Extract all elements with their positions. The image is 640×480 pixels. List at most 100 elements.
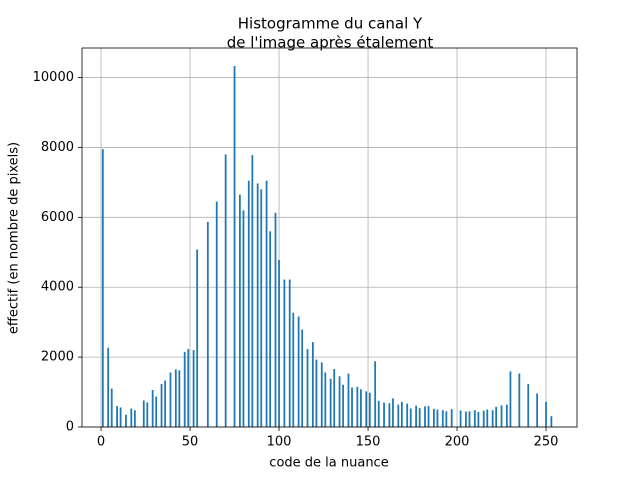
bar — [333, 368, 336, 427]
bar — [151, 389, 154, 427]
bar — [297, 316, 300, 427]
x-tick-label: 150 — [356, 435, 381, 450]
bar — [342, 384, 345, 427]
bar — [536, 393, 539, 427]
bar — [315, 359, 318, 427]
bar — [338, 376, 341, 427]
y-tick-label: 2000 — [41, 350, 74, 365]
bar — [196, 249, 199, 427]
bar — [265, 180, 268, 427]
bar — [459, 410, 462, 427]
bar — [409, 408, 412, 427]
bar — [406, 403, 409, 427]
bar — [397, 404, 400, 427]
y-tick-label: 6000 — [41, 210, 74, 225]
bar — [436, 409, 439, 427]
bar — [160, 384, 163, 427]
chart-title: Histogramme du canal Y — [238, 15, 423, 33]
bar — [360, 389, 362, 427]
bar — [164, 380, 167, 427]
bar — [183, 351, 186, 427]
x-tick-label: 250 — [534, 435, 559, 450]
x-tick-label: 0 — [97, 435, 105, 450]
bar — [260, 189, 263, 427]
y-axis-label: effectif (en nombre de pixels) — [7, 142, 22, 334]
bar — [256, 183, 259, 427]
bar — [356, 386, 359, 427]
bar — [329, 378, 332, 427]
bar — [415, 405, 417, 427]
bar — [509, 371, 512, 427]
chart-title: de l'image après étalement — [227, 34, 434, 52]
bar — [482, 410, 485, 427]
bar — [392, 398, 394, 427]
x-axis-label: code de la nuance — [269, 456, 388, 471]
bar — [427, 406, 430, 427]
bar — [377, 400, 380, 427]
bar — [311, 342, 314, 427]
bar — [495, 406, 498, 427]
bar — [242, 210, 245, 427]
bar — [187, 349, 190, 427]
bar — [155, 396, 158, 427]
bar — [269, 231, 272, 427]
bar — [320, 362, 323, 427]
y-tick-label: 0 — [66, 420, 74, 435]
bar — [224, 154, 227, 427]
bar — [518, 373, 521, 427]
bar — [116, 406, 118, 427]
y-tick-label: 10000 — [33, 70, 74, 85]
bar — [278, 259, 280, 427]
bar — [192, 350, 195, 427]
bar — [130, 408, 133, 427]
plot-frame — [81, 47, 578, 428]
bar — [110, 388, 113, 427]
bar — [500, 405, 503, 427]
bar — [351, 387, 353, 427]
bar — [324, 372, 327, 427]
bar — [527, 384, 530, 427]
bar — [215, 201, 218, 427]
bar — [477, 411, 480, 427]
bar — [441, 410, 444, 427]
bar — [288, 279, 291, 427]
bar — [107, 347, 110, 427]
bar — [473, 410, 476, 427]
bar — [550, 416, 553, 427]
x-tick-label: 100 — [267, 435, 292, 450]
bar — [174, 369, 177, 427]
bar — [146, 402, 149, 427]
bar — [119, 407, 122, 427]
x-tick-label: 50 — [182, 435, 199, 450]
bar — [206, 221, 209, 427]
bar — [125, 414, 127, 427]
bar — [424, 406, 426, 427]
bar — [418, 408, 421, 427]
bar — [450, 409, 453, 427]
bar — [374, 361, 377, 427]
bar — [491, 410, 494, 427]
bar — [142, 400, 145, 427]
bar — [306, 349, 309, 427]
bar — [169, 372, 172, 427]
bar — [400, 401, 403, 427]
bar — [101, 149, 104, 427]
bar — [251, 155, 254, 427]
bar — [247, 180, 250, 427]
bar — [433, 408, 435, 427]
bar — [292, 312, 295, 427]
bar — [178, 370, 181, 427]
bar — [545, 401, 547, 427]
bar — [486, 409, 489, 427]
y-tick-label: 4000 — [41, 280, 74, 295]
bar — [505, 404, 508, 427]
bar — [465, 411, 467, 427]
bar — [365, 391, 368, 427]
bar — [133, 410, 136, 427]
bar — [445, 411, 448, 427]
bar — [388, 403, 391, 427]
bar — [383, 402, 385, 427]
bar — [368, 392, 371, 427]
